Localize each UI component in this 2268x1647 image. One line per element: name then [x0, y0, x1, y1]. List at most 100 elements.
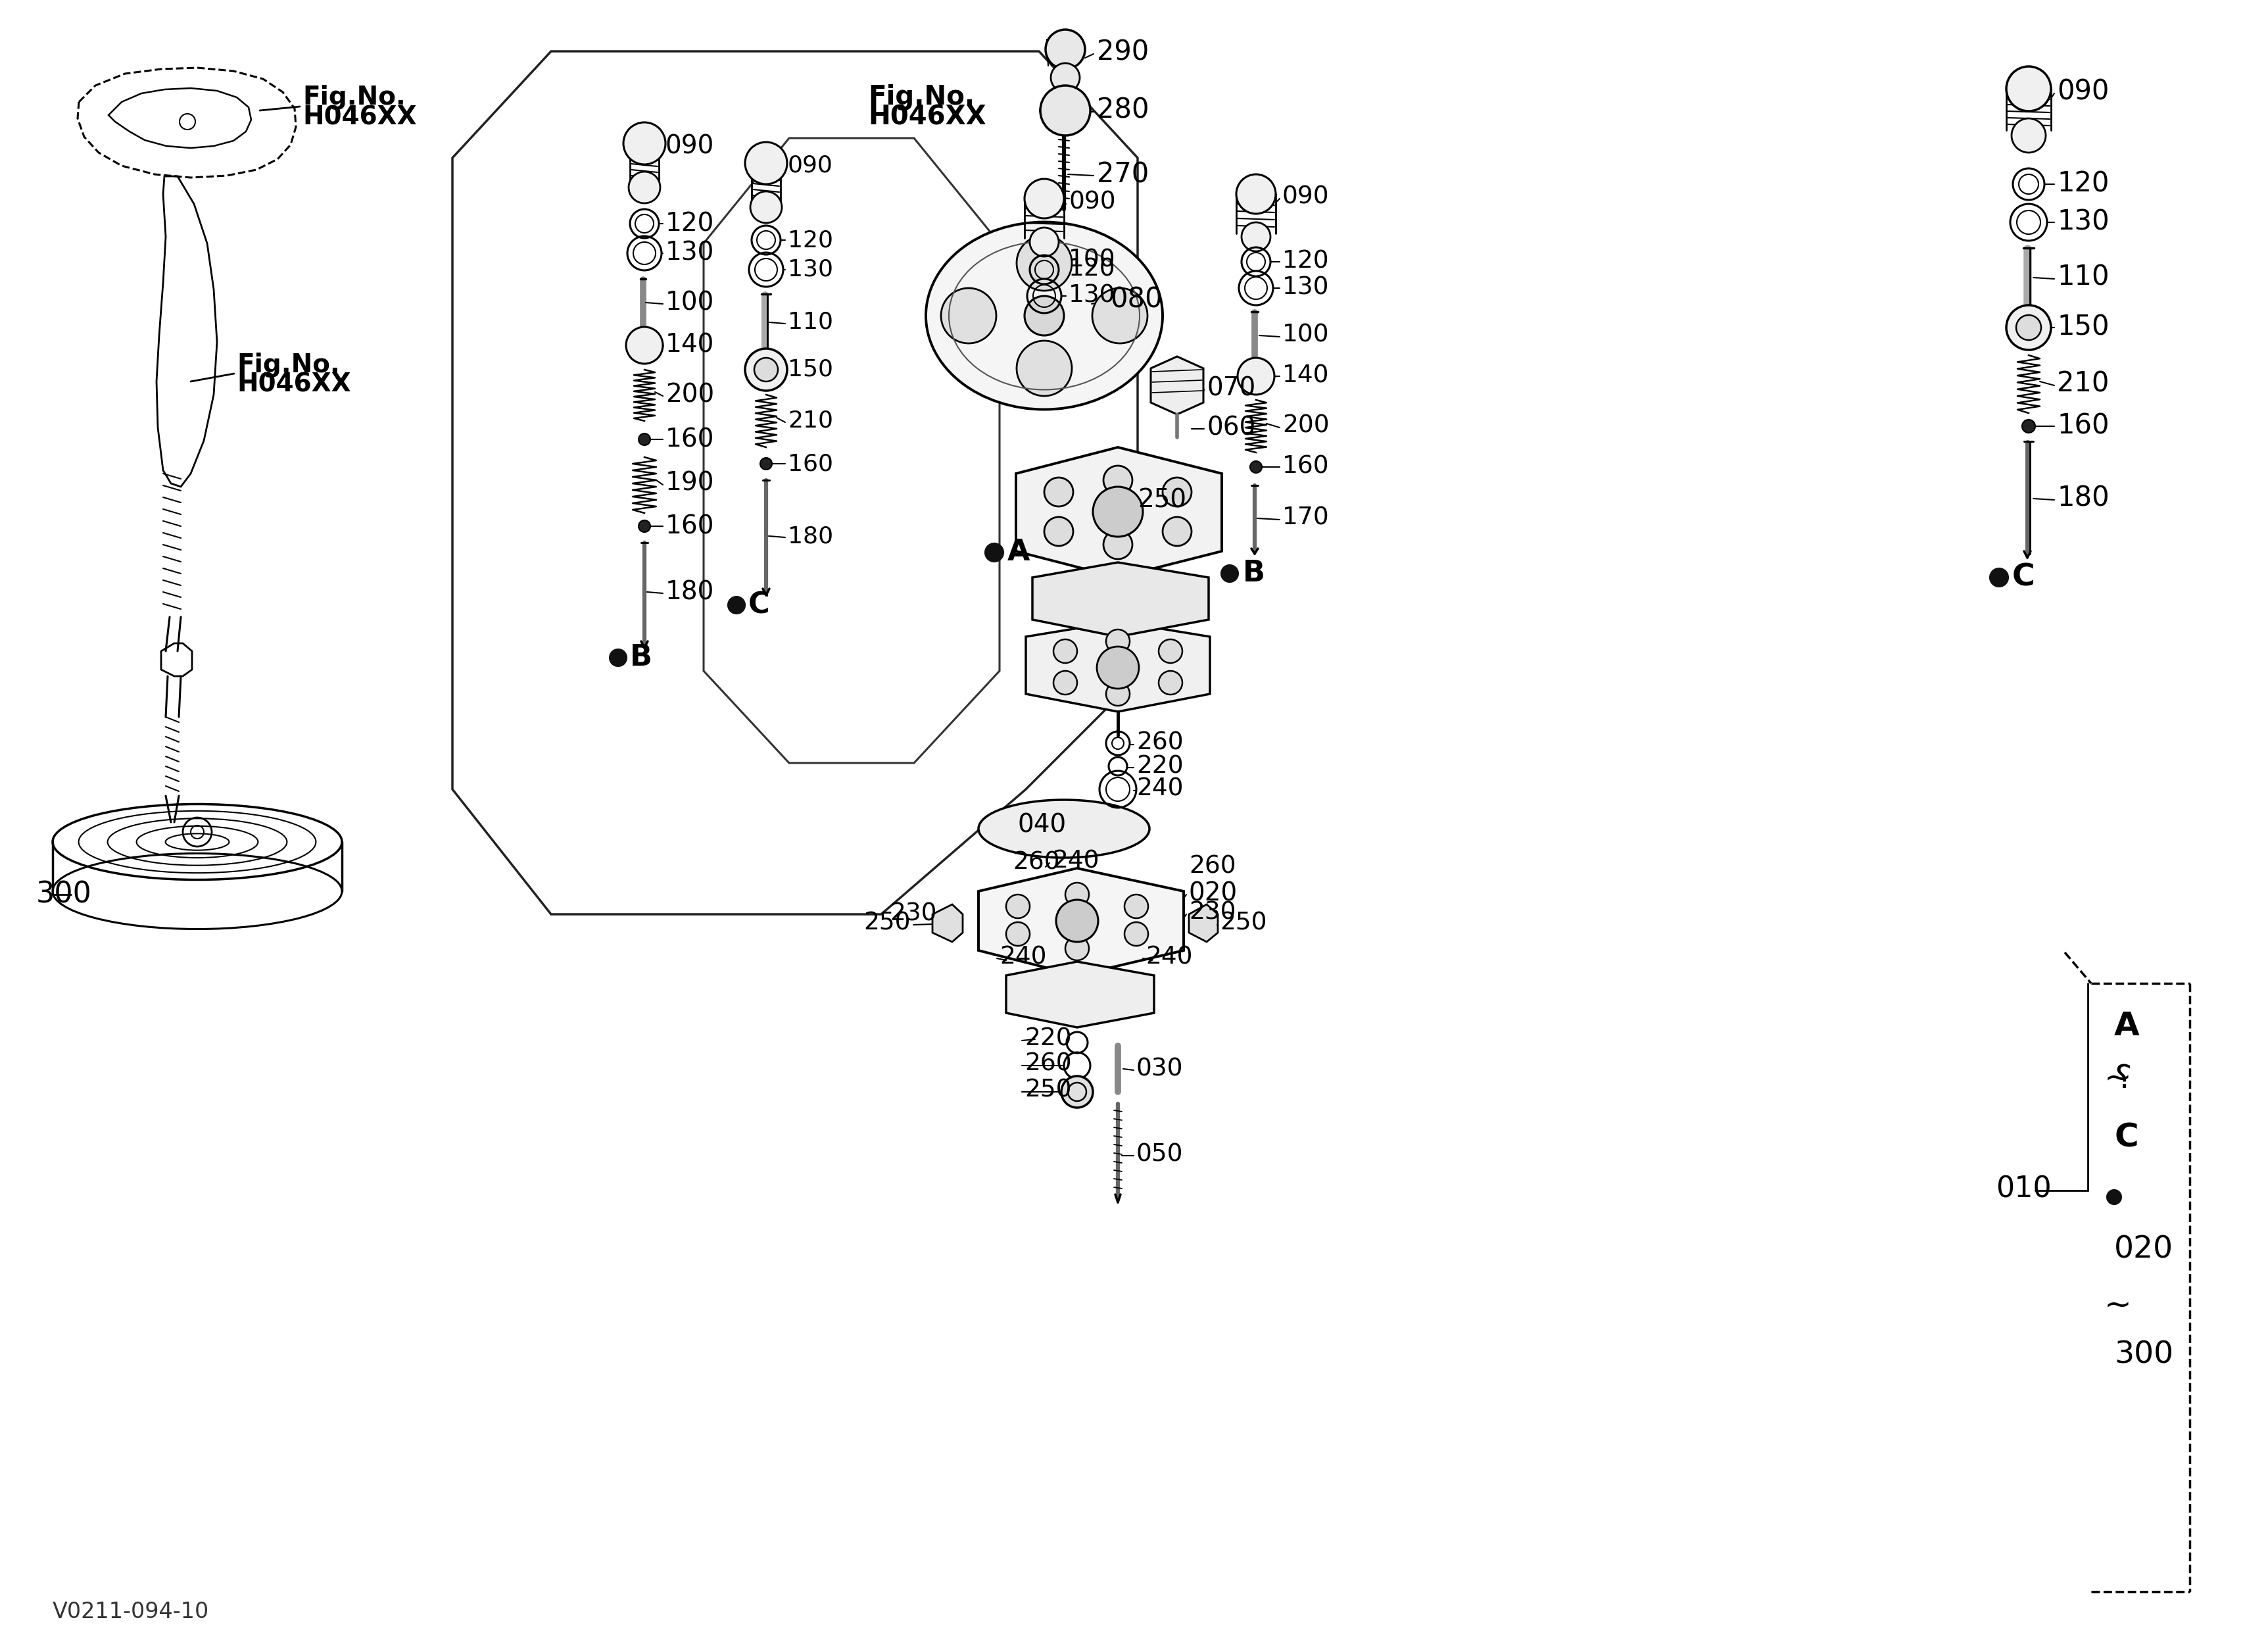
Circle shape — [1241, 222, 1270, 252]
Text: 220: 220 — [1136, 754, 1184, 777]
Circle shape — [984, 544, 1002, 562]
Text: 120: 120 — [787, 229, 832, 252]
Text: 180: 180 — [2057, 484, 2109, 512]
Text: Fig.No.: Fig.No. — [236, 352, 340, 377]
Text: 240: 240 — [1145, 945, 1193, 968]
Text: 150: 150 — [787, 359, 832, 380]
Text: B: B — [631, 644, 653, 672]
Text: 160: 160 — [1281, 455, 1329, 479]
Circle shape — [1016, 236, 1073, 292]
Text: 260: 260 — [1188, 855, 1236, 879]
Circle shape — [1250, 461, 1261, 473]
Circle shape — [1007, 922, 1030, 945]
Text: C: C — [748, 591, 769, 619]
Text: 240: 240 — [1052, 850, 1100, 873]
Circle shape — [1052, 670, 1077, 695]
Text: 230: 230 — [889, 903, 937, 926]
Text: 130: 130 — [665, 240, 714, 265]
Text: 100: 100 — [665, 290, 714, 315]
Circle shape — [1163, 517, 1191, 545]
Circle shape — [728, 596, 746, 614]
Circle shape — [610, 649, 626, 667]
Text: 250: 250 — [1139, 488, 1186, 512]
Text: Fig.No.: Fig.No. — [302, 86, 406, 110]
Circle shape — [1043, 478, 1073, 507]
Text: 210: 210 — [2057, 371, 2109, 399]
Circle shape — [628, 171, 660, 203]
Text: 090: 090 — [787, 155, 832, 176]
Text: 090: 090 — [2057, 79, 2109, 105]
Text: 020: 020 — [2114, 1235, 2173, 1265]
Circle shape — [1105, 530, 1132, 558]
Text: 260: 260 — [1136, 731, 1184, 754]
Text: 260: 260 — [1025, 1052, 1070, 1075]
Text: 170: 170 — [1281, 507, 1329, 530]
Text: C: C — [2114, 1122, 2139, 1153]
Circle shape — [626, 326, 662, 364]
Text: 140: 140 — [1281, 364, 1329, 389]
Text: 130: 130 — [1281, 277, 1329, 300]
Text: 100: 100 — [1068, 249, 1116, 272]
Circle shape — [1061, 1075, 1093, 1108]
Text: 130: 130 — [1068, 285, 1116, 308]
Text: 160: 160 — [2057, 412, 2109, 440]
Text: 020: 020 — [1188, 881, 1238, 906]
Text: 290: 290 — [1098, 40, 1150, 66]
Circle shape — [1107, 629, 1129, 654]
Circle shape — [1125, 922, 1148, 945]
Text: 260: 260 — [1014, 851, 1059, 875]
Text: 220: 220 — [1025, 1028, 1070, 1051]
Circle shape — [1066, 937, 1089, 960]
Circle shape — [2023, 420, 2034, 433]
Text: 250: 250 — [1220, 912, 1268, 935]
Circle shape — [1105, 466, 1132, 494]
Circle shape — [1238, 357, 1275, 395]
Circle shape — [746, 349, 787, 390]
Text: ~: ~ — [2105, 1062, 2132, 1095]
Text: A: A — [2114, 1010, 2139, 1043]
Polygon shape — [1007, 962, 1154, 1028]
Text: 270: 270 — [1098, 160, 1150, 188]
Circle shape — [1107, 682, 1129, 707]
Circle shape — [624, 122, 665, 165]
Text: 150: 150 — [2057, 313, 2109, 341]
Circle shape — [1098, 647, 1139, 688]
Polygon shape — [1025, 621, 1209, 712]
Text: C: C — [2012, 563, 2034, 593]
Text: 120: 120 — [2057, 170, 2109, 198]
Circle shape — [751, 191, 782, 222]
Polygon shape — [1188, 904, 1218, 942]
Text: 080: 080 — [1109, 285, 1163, 313]
Circle shape — [1025, 296, 1064, 336]
Circle shape — [1041, 86, 1091, 135]
Text: 160: 160 — [787, 453, 832, 474]
Text: 010: 010 — [1996, 1174, 2053, 1204]
Circle shape — [760, 458, 771, 469]
Text: 130: 130 — [787, 259, 832, 282]
Circle shape — [1046, 30, 1084, 69]
Circle shape — [1016, 341, 1073, 395]
Text: 240: 240 — [1000, 945, 1046, 968]
Circle shape — [755, 357, 778, 382]
Text: 110: 110 — [2057, 264, 2109, 292]
Circle shape — [2012, 119, 2046, 153]
Text: ~: ~ — [2105, 1290, 2132, 1321]
Text: 060: 060 — [1207, 415, 1256, 440]
Circle shape — [640, 433, 651, 445]
Text: A: A — [1007, 539, 1030, 567]
Text: 090: 090 — [1281, 186, 1329, 209]
Text: B: B — [1243, 560, 1266, 588]
Circle shape — [1236, 175, 1275, 214]
Text: 210: 210 — [787, 410, 832, 432]
Circle shape — [746, 142, 787, 184]
Text: 200: 200 — [665, 382, 714, 407]
Text: H046XX: H046XX — [302, 104, 417, 130]
Polygon shape — [1032, 562, 1209, 637]
Text: 250: 250 — [1025, 1079, 1070, 1102]
Circle shape — [2016, 315, 2041, 339]
Circle shape — [1163, 478, 1191, 507]
Circle shape — [1025, 180, 1064, 219]
Text: 100: 100 — [1281, 323, 1329, 348]
Text: 300: 300 — [2114, 1341, 2173, 1370]
Polygon shape — [1150, 356, 1204, 415]
